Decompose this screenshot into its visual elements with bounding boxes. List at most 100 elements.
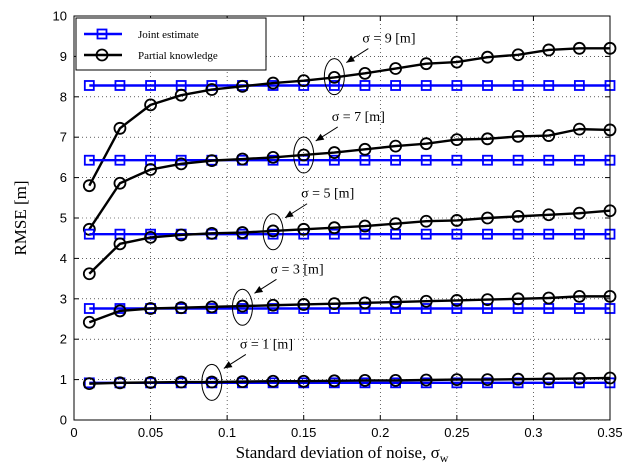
x-tick-label: 0: [70, 425, 77, 440]
data-point-circle: [82, 377, 96, 391]
annotation-label: σ = 9 [m]: [362, 32, 415, 47]
data-point-circle: [144, 98, 157, 112]
annotation-arrowhead: [223, 361, 233, 369]
data-point-square: [451, 154, 463, 166]
data-point-circle: [327, 297, 341, 311]
data-point-circle: [82, 315, 96, 329]
series-partial-knowledge: [82, 122, 617, 236]
data-point-circle: [144, 163, 157, 176]
data-point-circle: [327, 221, 341, 235]
data-point-circle: [266, 374, 280, 388]
data-point-circle: [450, 133, 464, 147]
data-point-circle: [236, 375, 249, 389]
data-point-circle: [481, 293, 494, 307]
data-point-circle: [358, 66, 372, 80]
data-point-circle: [236, 79, 249, 93]
data-point-square: [543, 80, 555, 91]
x-tick-label: 0.25: [444, 425, 469, 440]
data-point-square: [482, 303, 493, 314]
legend-box: [75, 17, 267, 71]
legend-label-joint: Joint estimate: [138, 29, 199, 41]
ticks: 0 0.05 0.1 0.15 0.2 0.25 0.3 0.35 0 1 2 3 4 5 6 7 8 9 10: [53, 9, 623, 441]
data-point-circle: [205, 226, 219, 240]
y-tick-label: 3: [60, 291, 67, 306]
data-point-circle: [389, 374, 403, 387]
series-partial-knowledge: [82, 289, 617, 329]
data-point-square: [451, 80, 463, 91]
data-point-circle: [144, 230, 157, 244]
data-point-square: [420, 154, 432, 166]
data-point-square: [145, 80, 156, 91]
data-point-circle: [358, 142, 372, 156]
data-point-circle: [572, 371, 586, 385]
data-point-circle: [511, 48, 525, 62]
data-point-circle: [236, 152, 249, 166]
data-point-circle: [572, 206, 586, 220]
data-point-circle: [82, 179, 96, 193]
annotation-arrowhead: [315, 133, 325, 141]
data-point-square: [451, 228, 463, 240]
data-point-circle: [297, 374, 311, 388]
data-point-circle: [113, 176, 127, 190]
y-tick-label: 5: [60, 211, 67, 226]
data-point-square: [114, 80, 126, 91]
data-point-circle: [266, 224, 280, 238]
data-point-circle: [389, 62, 403, 75]
data-point-circle: [297, 74, 311, 88]
data-point-circle: [572, 41, 586, 55]
data-point-circle: [542, 291, 556, 305]
data-point-square: [390, 80, 402, 91]
data-point-circle: [481, 132, 494, 146]
legend: Joint estimate Partial knowledge: [75, 17, 267, 71]
data-point-circle: [511, 372, 525, 386]
data-point-circle: [419, 214, 433, 228]
y-tick-label: 4: [60, 251, 67, 266]
data-point-circle: [266, 150, 280, 164]
data-point-square: [420, 80, 432, 91]
data-point-square: [482, 154, 493, 166]
data-point-circle: [236, 226, 249, 239]
annotation-ellipse: [201, 363, 223, 401]
annotation-label: σ = 1 [m]: [240, 337, 293, 352]
data-point-square: [359, 80, 371, 91]
data-point-square: [543, 154, 555, 166]
data-point-circle: [389, 295, 403, 309]
data-point-circle: [450, 294, 464, 307]
data-point-square: [420, 228, 432, 240]
series-partial-knowledge: [82, 204, 617, 281]
annotation-arrowhead: [285, 210, 294, 218]
data-point-square: [328, 80, 340, 91]
data-point-square: [328, 154, 340, 166]
data-point-circle: [419, 57, 433, 71]
annotation-label: σ = 3 [m]: [270, 262, 323, 277]
data-point-circle: [419, 373, 433, 387]
data-point-square: [390, 303, 402, 314]
data-point-square: [328, 228, 340, 240]
data-point-square: [83, 154, 95, 166]
data-point-circle: [205, 83, 219, 96]
data-point-circle: [389, 139, 403, 153]
data-point-circle: [327, 146, 341, 159]
data-point-circle: [297, 222, 311, 236]
series-partial-knowledge: [82, 41, 617, 193]
data-point-circle: [327, 71, 341, 84]
data-point-circle: [113, 304, 127, 318]
data-point-circle: [358, 296, 372, 310]
data-point-square: [482, 80, 493, 91]
legend-label-partial: Partial knowledge: [138, 50, 218, 62]
legend-marker-circle: [95, 48, 109, 62]
data-point-circle: [511, 292, 525, 306]
data-point-square: [83, 303, 95, 314]
x-tick-label: 0.35: [597, 425, 622, 440]
data-point-circle: [205, 300, 219, 314]
data-point-square: [420, 303, 432, 314]
data-point-square: [359, 228, 371, 240]
data-point-circle: [174, 301, 188, 315]
data-point-circle: [419, 137, 433, 151]
data-point-circle: [450, 214, 464, 227]
data-point-circle: [266, 298, 280, 312]
data-point-circle: [358, 219, 372, 233]
data-point-square: [573, 228, 585, 240]
data-point-circle: [572, 289, 586, 303]
